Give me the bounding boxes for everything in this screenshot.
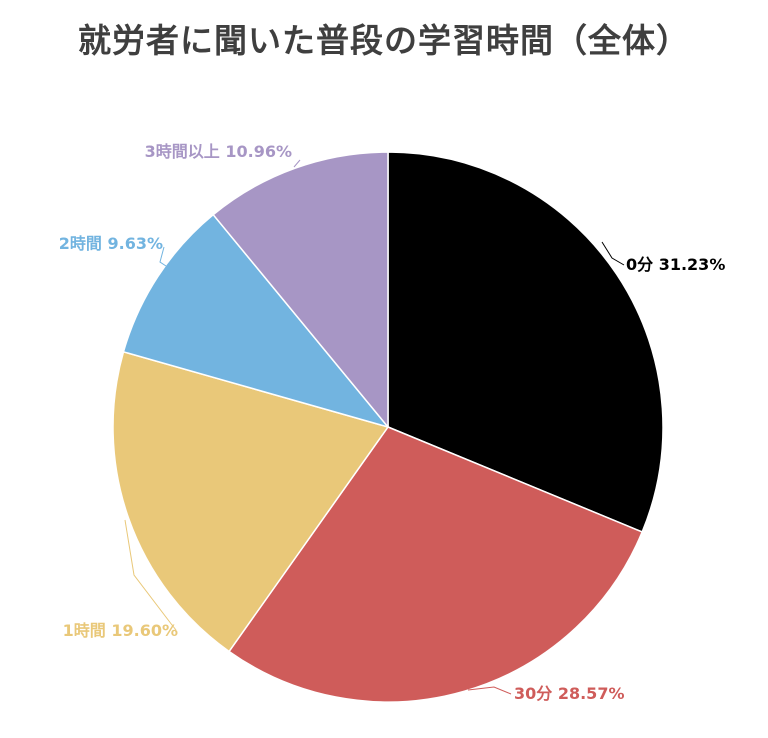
slice-labels: 0分 31.23% 30分 28.57% 1時間 19.60% 2時間 9.63% 3時… bbox=[59, 142, 726, 703]
slice-label-2: 1時間 19.60% bbox=[63, 621, 178, 640]
slice-label-0: 0分 31.23% bbox=[626, 255, 725, 274]
chart-title: 就労者に聞いた普段の学習時間（全体） bbox=[78, 21, 690, 60]
pie-slice-1 bbox=[228, 426, 643, 703]
pie-slice-0 bbox=[387, 151, 664, 533]
pie-slice-4 bbox=[212, 151, 389, 428]
leader-lines bbox=[124, 159, 625, 695]
slice-label-3: 2時間 9.63% bbox=[59, 234, 163, 253]
leader-line-3 bbox=[159, 246, 167, 267]
leader-line-2 bbox=[124, 519, 177, 631]
leader-line-0 bbox=[601, 241, 625, 266]
leader-line-1 bbox=[467, 686, 512, 695]
slice-label-1: 30分 28.57% bbox=[514, 684, 624, 703]
pie-slice-2 bbox=[112, 351, 389, 653]
slice-label-4: 3時間以上 10.96% bbox=[145, 142, 292, 161]
pie-slices bbox=[112, 151, 664, 703]
leader-line-4 bbox=[293, 159, 301, 168]
pie-slice-3 bbox=[122, 213, 389, 428]
